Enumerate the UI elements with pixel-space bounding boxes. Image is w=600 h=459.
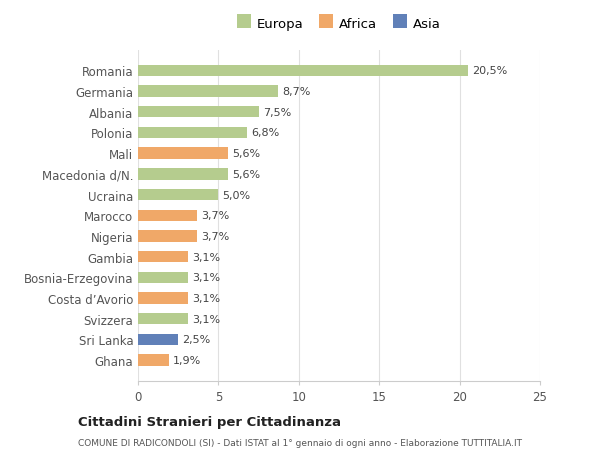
Text: 5,0%: 5,0% — [223, 190, 251, 200]
Bar — [138, 355, 169, 366]
Bar — [138, 293, 188, 304]
Text: 3,1%: 3,1% — [192, 273, 220, 283]
Bar — [138, 252, 188, 263]
Bar — [138, 231, 197, 242]
Text: 5,6%: 5,6% — [232, 169, 260, 179]
Text: 2,5%: 2,5% — [182, 335, 211, 345]
Text: 3,1%: 3,1% — [192, 252, 220, 262]
Bar — [138, 148, 228, 159]
Bar — [138, 272, 188, 283]
Text: 8,7%: 8,7% — [282, 87, 310, 97]
Text: 20,5%: 20,5% — [472, 66, 507, 76]
Text: COMUNE DI RADICONDOLI (SI) - Dati ISTAT al 1° gennaio di ogni anno - Elaborazion: COMUNE DI RADICONDOLI (SI) - Dati ISTAT … — [78, 438, 522, 448]
Bar — [138, 190, 218, 201]
Bar — [138, 334, 178, 345]
Text: 3,7%: 3,7% — [202, 211, 230, 221]
Bar — [138, 66, 467, 77]
Text: 3,1%: 3,1% — [192, 314, 220, 324]
Bar — [138, 128, 247, 139]
Text: 6,8%: 6,8% — [251, 128, 280, 138]
Bar — [138, 86, 278, 97]
Text: 3,1%: 3,1% — [192, 293, 220, 303]
Bar — [138, 169, 228, 180]
Bar — [138, 313, 188, 325]
Text: 3,7%: 3,7% — [202, 231, 230, 241]
Legend: Europa, Africa, Asia: Europa, Africa, Asia — [237, 17, 441, 31]
Text: Cittadini Stranieri per Cittadinanza: Cittadini Stranieri per Cittadinanza — [78, 415, 341, 428]
Text: 5,6%: 5,6% — [232, 149, 260, 159]
Text: 1,9%: 1,9% — [173, 355, 201, 365]
Bar — [138, 107, 259, 118]
Text: 7,5%: 7,5% — [263, 107, 291, 118]
Bar — [138, 210, 197, 221]
